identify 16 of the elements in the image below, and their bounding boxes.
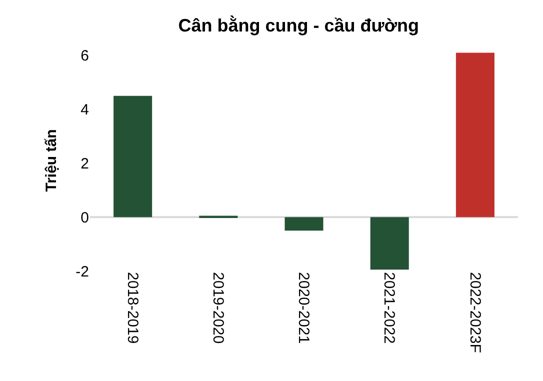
y-axis-title: Triệu tấn <box>42 129 60 192</box>
x-tick-label: 2019-2020 <box>210 272 227 344</box>
y-tick-label: 2 <box>80 155 89 172</box>
y-tick-label: 0 <box>80 209 89 226</box>
y-tick-label: -2 <box>76 263 89 280</box>
bar <box>370 217 409 270</box>
bar <box>284 217 324 231</box>
x-tick-label: 2022-2023F <box>466 272 484 353</box>
bar <box>114 96 152 218</box>
x-tick-label: 2018-2019 <box>124 272 141 344</box>
bar <box>456 52 494 218</box>
y-tick-label: 6 <box>80 48 89 65</box>
x-tick-label: 2021-2022 <box>380 272 398 344</box>
x-tick-label: 2020-2021 <box>295 272 312 344</box>
chart-title: Cân bằng cung - cầu đường <box>178 14 420 36</box>
y-tick-label: 4 <box>80 102 89 119</box>
